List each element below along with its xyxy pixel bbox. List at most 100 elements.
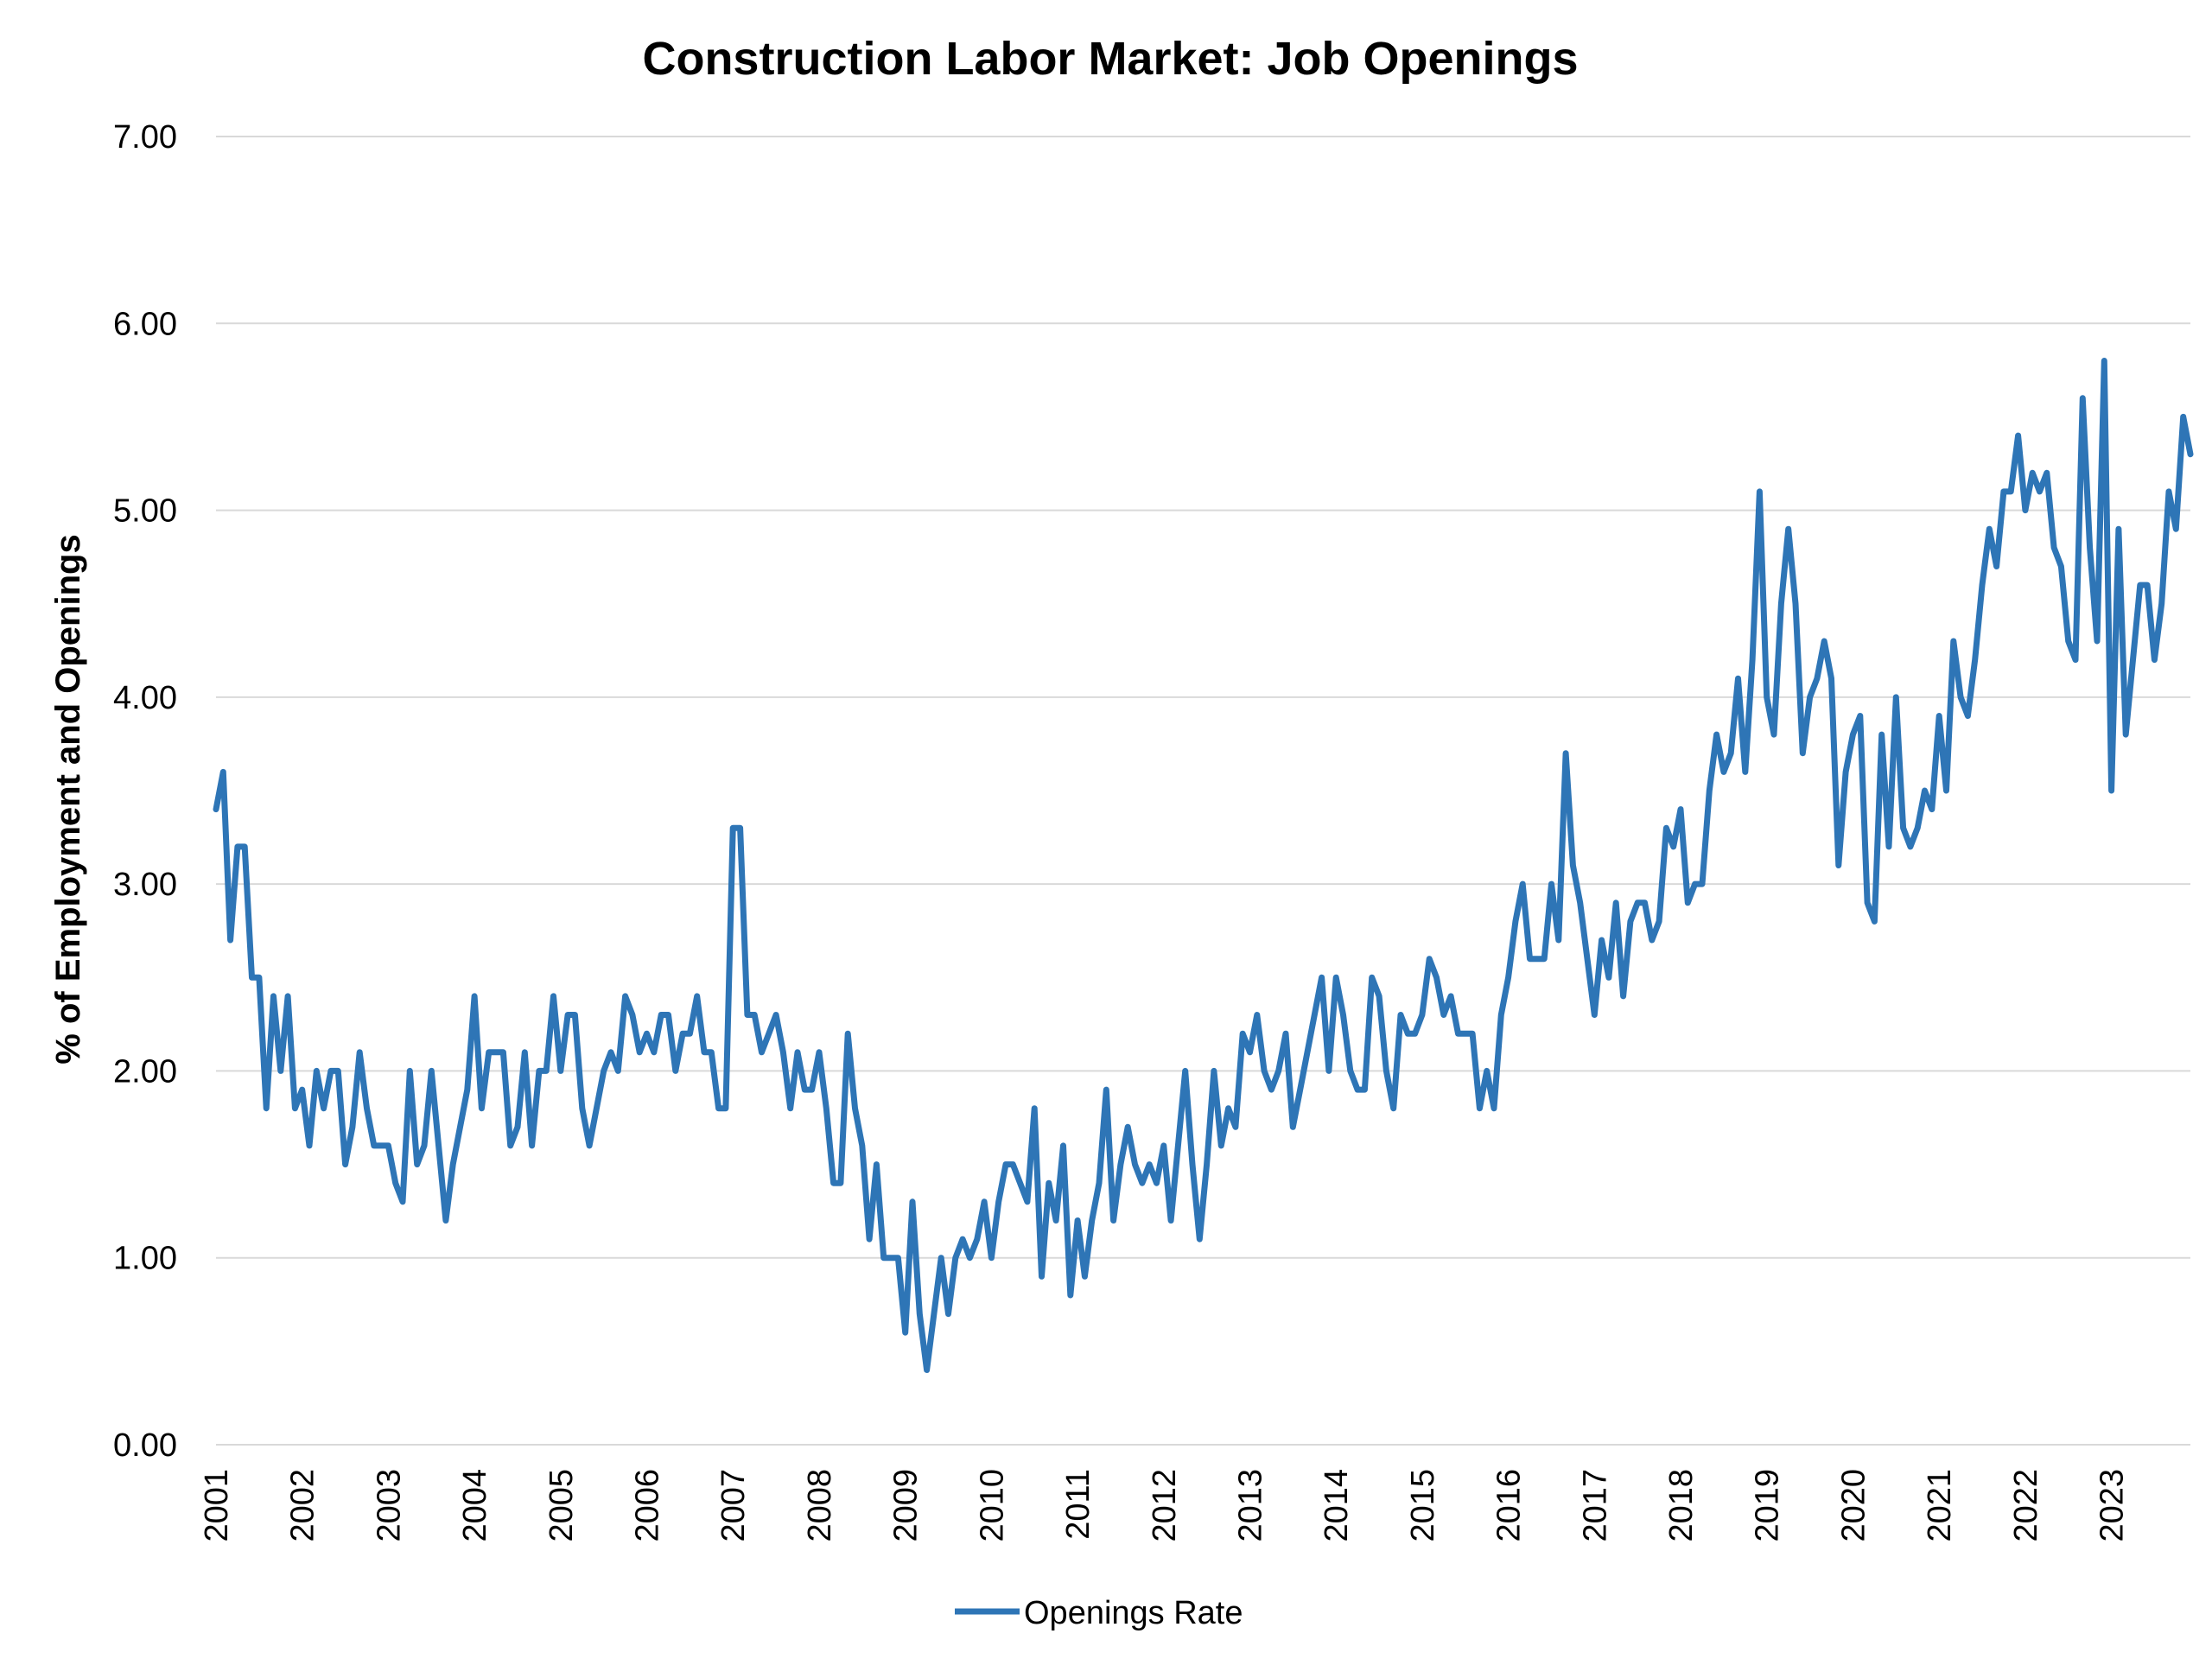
data-point [1936, 714, 1942, 719]
data-point [1678, 807, 1683, 812]
data-point [1929, 807, 1935, 812]
data-point [1370, 975, 1375, 980]
data-point [1226, 1106, 1231, 1111]
series-line-openings-rate [213, 358, 2194, 1373]
y-axis-label: % of Employment and Openings [49, 534, 87, 1064]
data-point [2051, 545, 2056, 550]
data-point [716, 1106, 721, 1111]
data-point [2109, 788, 2114, 793]
data-point [2023, 508, 2028, 513]
data-point [1405, 1031, 1410, 1036]
data-point [285, 994, 290, 999]
data-point [1276, 1068, 1281, 1073]
data-point [1836, 863, 1841, 868]
data-point [730, 825, 735, 830]
data-point [1075, 1218, 1080, 1224]
data-point [1025, 1199, 1030, 1205]
data-point [996, 1199, 1001, 1205]
data-point [608, 1050, 613, 1055]
data-point [1470, 1031, 1475, 1036]
x-tick-label: 2015 [1405, 1469, 1441, 1542]
x-tick-label: 2011 [1060, 1469, 1096, 1540]
data-point [393, 1180, 398, 1185]
data-point [1893, 695, 1898, 700]
data-point [1693, 881, 1698, 887]
data-point [1771, 732, 1777, 737]
data-point [1046, 1180, 1052, 1185]
data-point [1513, 918, 1518, 924]
data-point [415, 1162, 420, 1167]
data-point [1362, 1087, 1367, 1092]
data-point [1434, 975, 1440, 980]
data-point [1549, 881, 1554, 887]
data-point [1757, 489, 1762, 494]
data-point [1096, 1180, 1102, 1185]
data-point [601, 1068, 607, 1073]
data-point [1808, 695, 1813, 700]
data-point [1140, 1180, 1145, 1185]
data-point [1879, 732, 1885, 737]
x-tick-label: 2005 [543, 1469, 580, 1542]
data-point [1218, 1143, 1224, 1148]
data-point [2066, 639, 2071, 644]
data-point [1003, 1162, 1008, 1167]
data-point [350, 1124, 355, 1129]
data-point [1298, 1087, 1303, 1092]
y-tick-label: 6.00 [113, 306, 177, 342]
data-point [760, 1050, 765, 1055]
data-point [1211, 1068, 1217, 1073]
data-point [925, 1368, 930, 1373]
x-tick-label: 2009 [888, 1469, 925, 1542]
data-point [1290, 1124, 1295, 1129]
data-point [385, 1143, 391, 1148]
data-point [314, 1068, 319, 1073]
data-point [1908, 844, 1913, 849]
y-tick-label: 2.00 [113, 1053, 177, 1090]
data-point [1448, 994, 1453, 999]
data-point [235, 844, 240, 849]
data-point [953, 1255, 958, 1261]
data-point [888, 1255, 893, 1261]
data-point [975, 1236, 980, 1242]
data-point [1355, 1087, 1360, 1092]
data-point [1663, 825, 1669, 830]
data-point [537, 1068, 542, 1073]
data-point [2131, 658, 2136, 663]
data-point [2088, 545, 2093, 550]
data-point [1190, 1162, 1195, 1167]
data-point [1865, 900, 1870, 906]
data-point [1018, 1180, 1023, 1185]
data-point [1348, 1068, 1353, 1073]
data-point [1886, 844, 1891, 849]
data-point [2116, 526, 2121, 531]
data-point [1628, 918, 1633, 924]
x-tick-label: 2023 [2094, 1469, 2131, 1542]
data-point [307, 1143, 312, 1148]
data-point [1319, 975, 1325, 980]
data-point [335, 1068, 340, 1073]
data-point [1850, 732, 1855, 737]
y-tick-label: 0.00 [113, 1427, 177, 1464]
data-point [1090, 1218, 1095, 1224]
data-point [357, 1050, 362, 1055]
data-point [422, 1143, 427, 1148]
data-point [658, 1013, 664, 1018]
x-tick-label: 2010 [974, 1469, 1010, 1542]
data-point [321, 1106, 327, 1111]
data-point [1606, 975, 1611, 980]
data-point [1728, 751, 1733, 756]
data-point [1039, 1274, 1045, 1279]
data-point [271, 994, 276, 999]
data-point [2101, 359, 2107, 364]
data-point [738, 825, 743, 830]
data-point [1161, 1143, 1166, 1148]
data-point [1528, 957, 1533, 962]
data-point [630, 1013, 635, 1018]
data-point [1427, 957, 1432, 962]
data-point [1248, 1050, 1253, 1055]
data-point [257, 975, 262, 980]
data-point [1233, 1124, 1238, 1129]
data-point [1175, 1143, 1180, 1148]
data-point [838, 1180, 843, 1185]
data-point [1053, 1218, 1058, 1224]
